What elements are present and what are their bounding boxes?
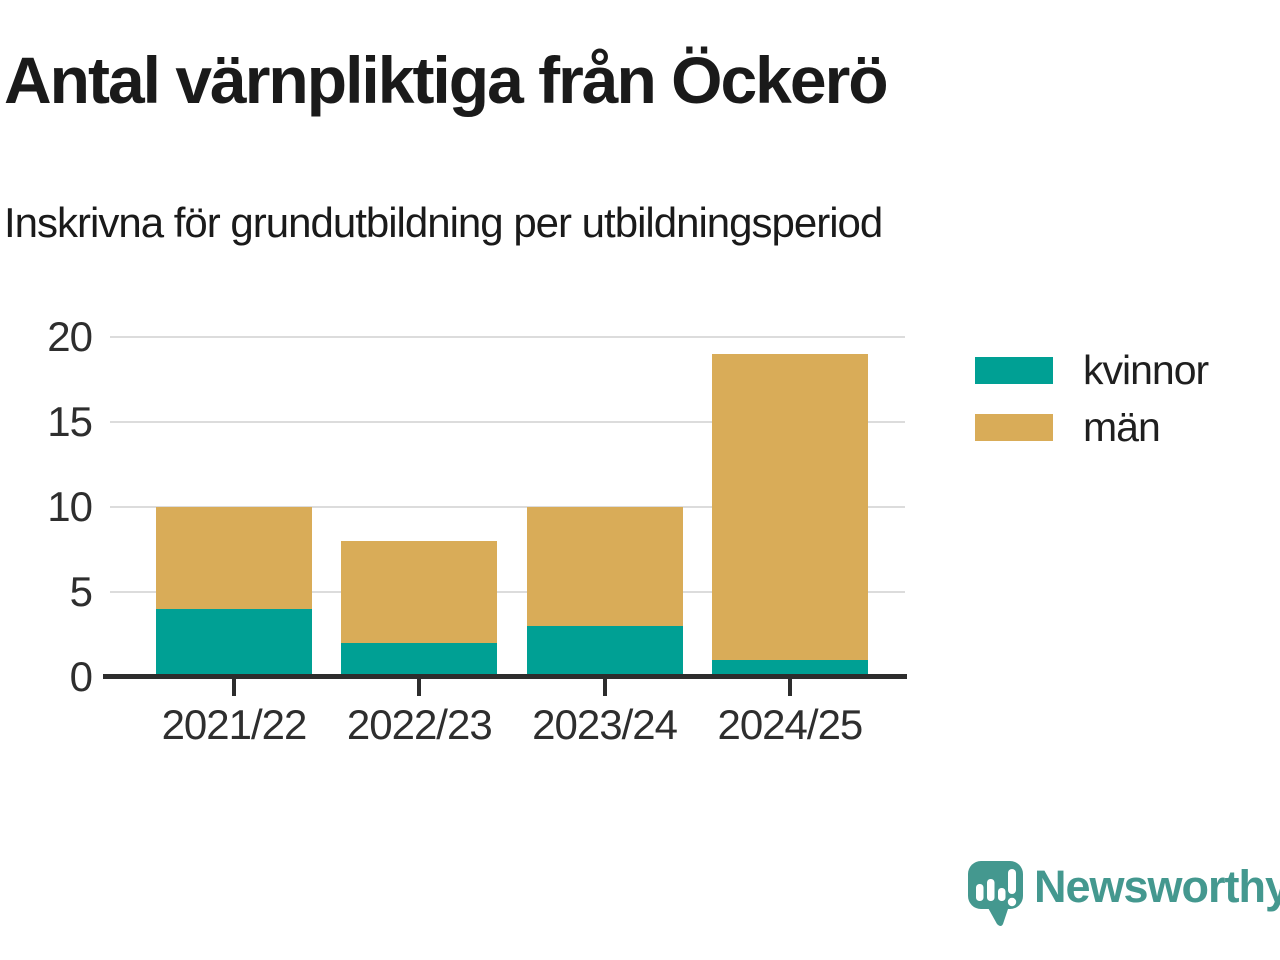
legend-label-kvinnor: kvinnor <box>1083 347 1209 393</box>
chart-title: Antal värnpliktiga från Öckerö <box>4 43 889 117</box>
bar-segment-män-2024/25 <box>711 354 868 660</box>
x-axis-tick-mark <box>602 679 607 696</box>
gridline-y-10 <box>110 506 905 508</box>
newsworthy-speech-bubble-chart-icon <box>968 861 1023 926</box>
legend-label-man: män <box>1083 404 1161 450</box>
bar-segment-kvinnor-2022/23 <box>341 643 498 677</box>
y-axis-tick-label: 0 <box>69 653 93 700</box>
gridline-y-20 <box>110 336 905 338</box>
newsworthy-logo-text: Newsworthy <box>1034 861 1280 912</box>
bar-segment-kvinnor-2021/22 <box>156 609 312 677</box>
y-axis-tick-label: 20 <box>47 313 93 360</box>
legend-swatch-man <box>975 414 1053 441</box>
x-axis-category-label: 2023/24 <box>532 701 678 748</box>
bar-segment-kvinnor-2024/25 <box>711 660 868 677</box>
x-axis-category-label: 2022/23 <box>346 701 493 748</box>
bar-segment-män-2023/24 <box>526 507 683 626</box>
bar-segment-kvinnor-2023/24 <box>526 626 683 677</box>
legend-entry-man: män <box>975 404 1161 450</box>
newsworthy-logo: Newsworthy <box>963 858 1280 934</box>
gridline-y-5 <box>110 591 905 593</box>
legend-swatch-kvinnor <box>975 357 1053 384</box>
y-axis-tick-label: 10 <box>47 483 93 530</box>
y-axis-tick-label: 15 <box>47 398 93 445</box>
x-axis-category-label: 2024/25 <box>717 701 863 748</box>
x-axis-tick-mark <box>232 679 236 696</box>
x-axis-category-label: 2021/22 <box>161 701 308 748</box>
gridline-y-15 <box>110 421 905 423</box>
y-axis-tick-label: 5 <box>69 568 93 615</box>
x-axis-tick-mark <box>787 679 792 696</box>
x-axis-line <box>103 674 907 679</box>
x-axis-tick-mark <box>417 679 422 696</box>
legend-entry-kvinnor: kvinnor <box>975 347 1209 393</box>
bar-segment-män-2022/23 <box>341 541 498 643</box>
bar-segment-män-2021/22 <box>156 507 312 609</box>
chart-subtitle: Inskrivna för grundutbildning per utbild… <box>4 199 883 246</box>
